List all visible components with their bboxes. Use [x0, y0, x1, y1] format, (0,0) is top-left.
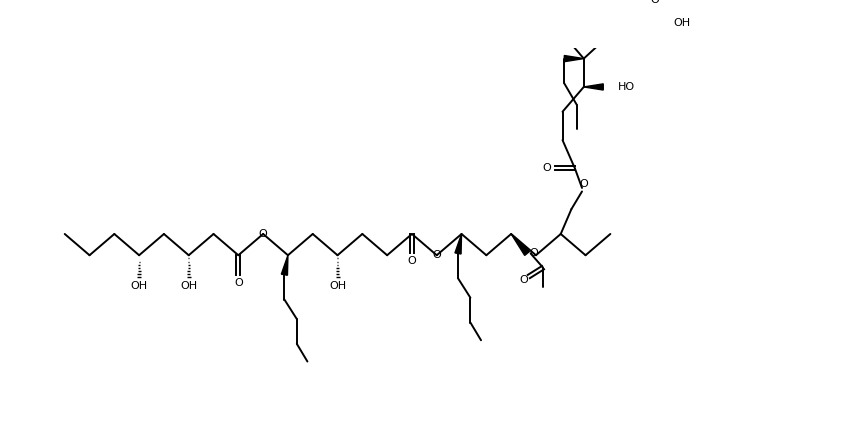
- Text: HO: HO: [618, 82, 635, 92]
- Text: O: O: [519, 275, 527, 285]
- Text: OH: OH: [131, 281, 148, 291]
- Text: O: O: [234, 278, 242, 288]
- Text: O: O: [542, 163, 550, 173]
- Text: OH: OH: [180, 281, 197, 291]
- Text: O: O: [649, 0, 659, 5]
- Polygon shape: [281, 255, 287, 275]
- Text: OH: OH: [672, 18, 689, 28]
- Text: O: O: [578, 179, 588, 189]
- Text: O: O: [407, 257, 415, 267]
- Text: O: O: [432, 250, 441, 260]
- Polygon shape: [511, 234, 529, 255]
- Text: OH: OH: [328, 281, 345, 291]
- Polygon shape: [564, 55, 583, 62]
- Polygon shape: [455, 234, 461, 254]
- Text: O: O: [258, 229, 267, 239]
- Text: O: O: [529, 248, 538, 258]
- Polygon shape: [583, 84, 602, 90]
